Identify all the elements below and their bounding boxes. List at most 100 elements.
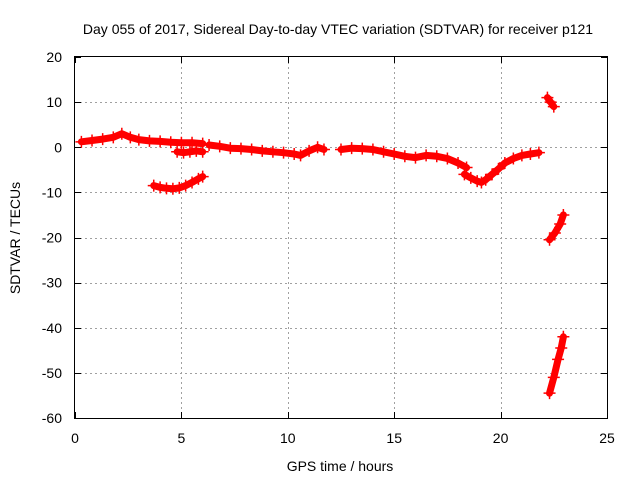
plot-frame [74,56,608,419]
series-arc-1 [75,127,209,150]
data-point-marker [86,134,99,147]
data-point-marker [75,135,88,148]
data-point-marker [557,208,570,221]
data-point-marker [183,145,196,158]
data-point-marker [154,181,167,194]
y-tick-label: 20 [46,49,62,65]
data-point-marker [515,149,528,162]
series-arc-7 [543,208,570,246]
data-point-marker [96,133,109,146]
data-point-marker [317,143,330,156]
y-tick-label: 10 [46,94,62,110]
x-axis-label: GPS time / hours [287,458,394,474]
data-point-marker [398,150,411,163]
data-point-marker [294,149,307,162]
axis-ticks [75,57,608,419]
data-point-marker [196,145,209,158]
x-tick-label: 25 [599,430,615,446]
data-point-marker [190,144,203,157]
data-point-marker [388,148,401,161]
data-point-marker [234,142,247,155]
data-point-marker [377,145,390,158]
y-tick-label: -40 [42,320,62,336]
data-point-marker [107,131,120,144]
x-tick-label: 10 [280,430,296,446]
data-point-marker [441,152,454,165]
data-point-marker [288,148,301,161]
data-point-marker [245,143,258,156]
data-point-marker [356,142,369,155]
data-point-marker [179,179,192,192]
data-point-marker [345,142,358,155]
data-point-marker [557,330,570,343]
data-point-marker [132,133,145,146]
y-tick-label: 0 [54,139,62,155]
data-point-marker [124,131,137,144]
data-point-marker [366,143,379,156]
series-arc-3 [203,138,330,162]
data-point-marker [335,143,347,156]
data-point-marker [303,144,316,157]
data-point-marker [555,342,568,355]
data-point-marker [277,146,290,159]
data-point-marker [266,145,279,158]
x-tick-label: 20 [493,430,509,446]
y-tick-label: -20 [42,230,62,246]
data-point-marker [547,100,560,113]
series-arc-6 [541,91,560,113]
series-arc-4 [335,142,473,174]
data-point-marker [224,142,237,155]
data-layer [75,91,570,400]
y-tick-label: -50 [42,365,62,381]
data-point-marker [166,182,179,195]
y-tick-label: -10 [42,184,62,200]
data-point-marker [479,173,492,186]
data-point-marker [164,136,177,149]
y-tick-label: -60 [42,410,62,426]
data-point-marker [543,387,556,400]
data-point-marker [186,136,199,149]
data-point-marker [177,146,190,159]
data-point-marker [543,233,556,246]
data-point-marker [498,157,511,170]
data-point-marker [524,148,537,161]
x-tick-label: 5 [178,430,186,446]
data-point-marker [420,149,433,162]
data-point-marker [532,146,545,159]
data-point-marker [203,138,216,151]
data-point-marker [409,151,422,164]
y-axis-label: SDTVAR / TECUs [7,182,23,294]
data-point-marker [186,176,199,189]
data-point-marker [256,144,269,157]
data-point-marker [213,140,226,153]
data-point-marker [147,179,160,192]
data-point-marker [554,217,567,230]
data-point-marker [171,145,184,158]
data-point-marker [458,168,471,181]
data-point-marker [552,353,565,366]
x-tick-label: 0 [71,430,79,446]
data-point-marker [143,134,156,147]
data-point-marker [492,162,505,175]
data-point-marker [154,135,167,148]
data-point-marker [548,226,561,239]
data-point-marker [196,170,209,183]
y-tick-label: -30 [42,275,62,291]
chart-title: Day 055 of 2017, Sidereal Day-to-day VTE… [83,21,593,37]
data-point-marker [452,157,465,170]
y-tick-labels: -60 -50 -40 -30 -20 -10 0 10 20 [42,49,62,426]
series-arc-1-lower [171,144,209,159]
x-tick-labels: 0 5 10 15 20 25 [71,430,615,446]
data-point-marker [507,152,520,165]
series-trace [546,211,567,244]
series-arc-5 [458,146,545,189]
data-point-marker [311,141,324,154]
x-tick-label: 15 [386,430,402,446]
data-point-marker [115,127,128,140]
data-point-marker [547,371,560,384]
series-arc-2 [147,170,209,195]
data-point-marker [464,171,477,184]
data-point-marker [173,181,186,194]
